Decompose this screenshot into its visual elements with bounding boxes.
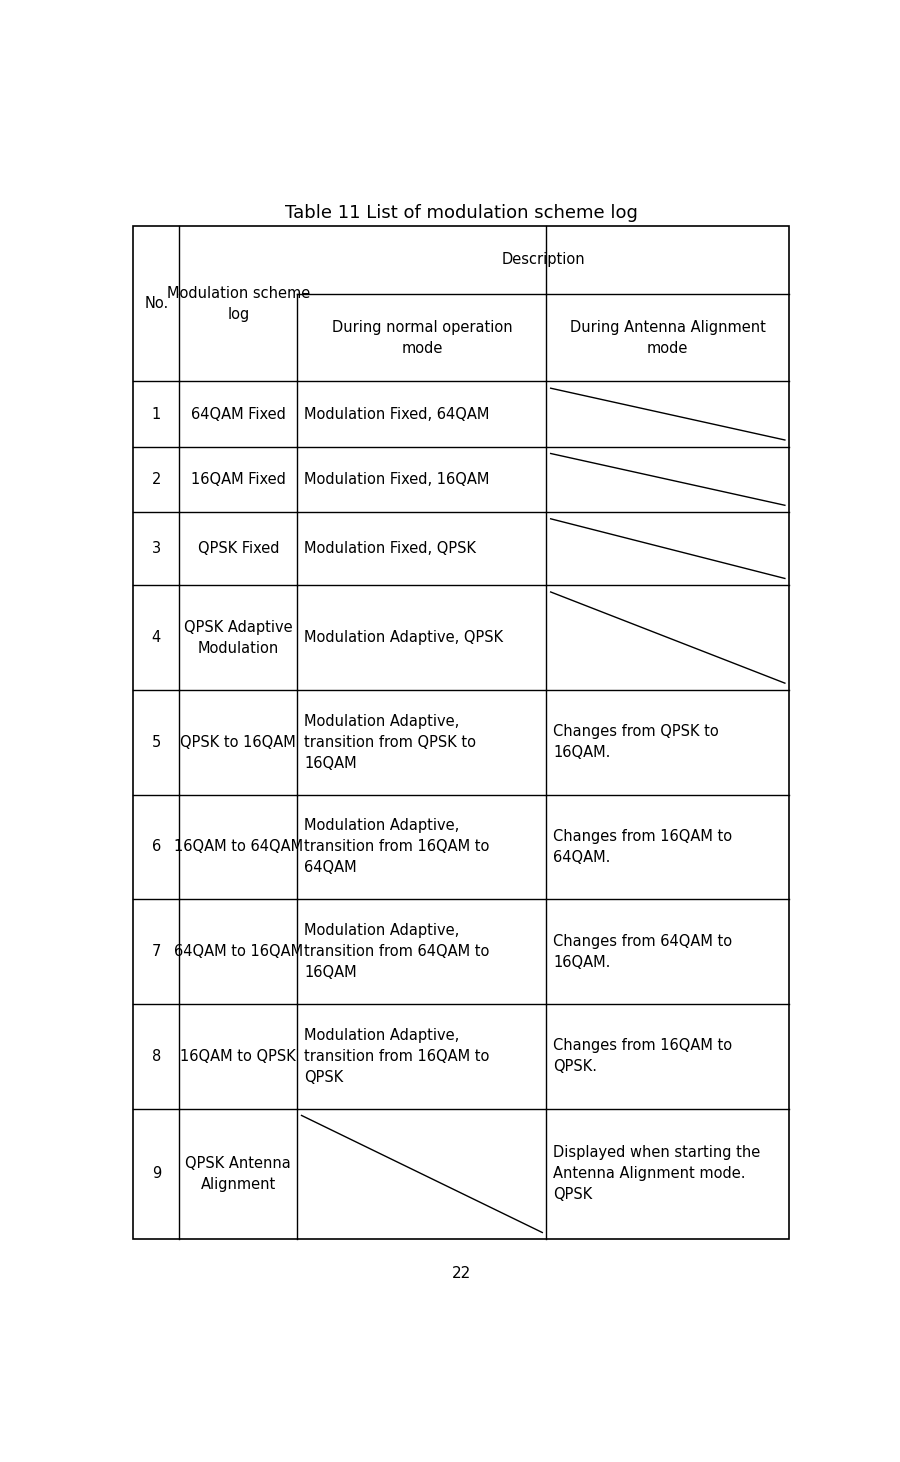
Text: During Antenna Alignment
mode: During Antenna Alignment mode bbox=[570, 320, 766, 355]
Text: 64QAM Fixed: 64QAM Fixed bbox=[191, 406, 286, 421]
Text: During normal operation
mode: During normal operation mode bbox=[331, 320, 512, 355]
Text: Modulation Fixed, QPSK: Modulation Fixed, QPSK bbox=[304, 541, 476, 556]
Text: Modulation Adaptive, QPSK: Modulation Adaptive, QPSK bbox=[304, 630, 503, 645]
Text: Modulation Adaptive,
transition from 64QAM to
16QAM: Modulation Adaptive, transition from 64Q… bbox=[304, 923, 490, 980]
Text: Changes from 64QAM to
16QAM.: Changes from 64QAM to 16QAM. bbox=[554, 934, 733, 969]
Text: Displayed when starting the
Antenna Alignment mode.
QPSK: Displayed when starting the Antenna Alig… bbox=[554, 1145, 760, 1202]
Text: QPSK Adaptive
Modulation: QPSK Adaptive Modulation bbox=[184, 620, 292, 655]
Text: Modulation scheme
log: Modulation scheme log bbox=[166, 285, 310, 322]
Text: QPSK Antenna
Alignment: QPSK Antenna Alignment bbox=[185, 1156, 292, 1192]
Text: 16QAM to 64QAM: 16QAM to 64QAM bbox=[174, 839, 303, 854]
Text: Modulation Adaptive,
transition from 16QAM to
64QAM: Modulation Adaptive, transition from 16Q… bbox=[304, 819, 490, 876]
Text: 2: 2 bbox=[152, 472, 161, 487]
Text: 9: 9 bbox=[152, 1167, 161, 1181]
Text: 3: 3 bbox=[152, 541, 161, 556]
Text: No.: No. bbox=[144, 297, 168, 311]
Text: Changes from QPSK to
16QAM.: Changes from QPSK to 16QAM. bbox=[554, 724, 719, 760]
Text: Modulation Fixed, 64QAM: Modulation Fixed, 64QAM bbox=[304, 406, 490, 421]
Text: Description: Description bbox=[501, 253, 585, 268]
Text: Modulation Fixed, 16QAM: Modulation Fixed, 16QAM bbox=[304, 472, 490, 487]
Text: Modulation Adaptive,
transition from 16QAM to
QPSK: Modulation Adaptive, transition from 16Q… bbox=[304, 1028, 490, 1085]
Text: 6: 6 bbox=[152, 839, 161, 854]
Text: 16QAM to QPSK: 16QAM to QPSK bbox=[181, 1048, 296, 1064]
Text: Changes from 16QAM to
64QAM.: Changes from 16QAM to 64QAM. bbox=[554, 829, 733, 866]
Text: 7: 7 bbox=[152, 944, 161, 959]
Text: Modulation Adaptive,
transition from QPSK to
16QAM: Modulation Adaptive, transition from QPS… bbox=[304, 713, 476, 770]
Text: Changes from 16QAM to
QPSK.: Changes from 16QAM to QPSK. bbox=[554, 1038, 733, 1075]
Bar bbox=[133, 227, 789, 1240]
Text: 16QAM Fixed: 16QAM Fixed bbox=[191, 472, 286, 487]
Text: 4: 4 bbox=[152, 630, 161, 645]
Text: Table 11 List of modulation scheme log: Table 11 List of modulation scheme log bbox=[284, 203, 638, 222]
Text: 8: 8 bbox=[152, 1048, 161, 1064]
Text: QPSK to 16QAM: QPSK to 16QAM bbox=[181, 735, 296, 750]
Text: 64QAM to 16QAM: 64QAM to 16QAM bbox=[174, 944, 303, 959]
Text: 1: 1 bbox=[152, 406, 161, 421]
Text: QPSK Fixed: QPSK Fixed bbox=[198, 541, 279, 556]
Text: 5: 5 bbox=[152, 735, 161, 750]
Text: 22: 22 bbox=[452, 1266, 471, 1281]
